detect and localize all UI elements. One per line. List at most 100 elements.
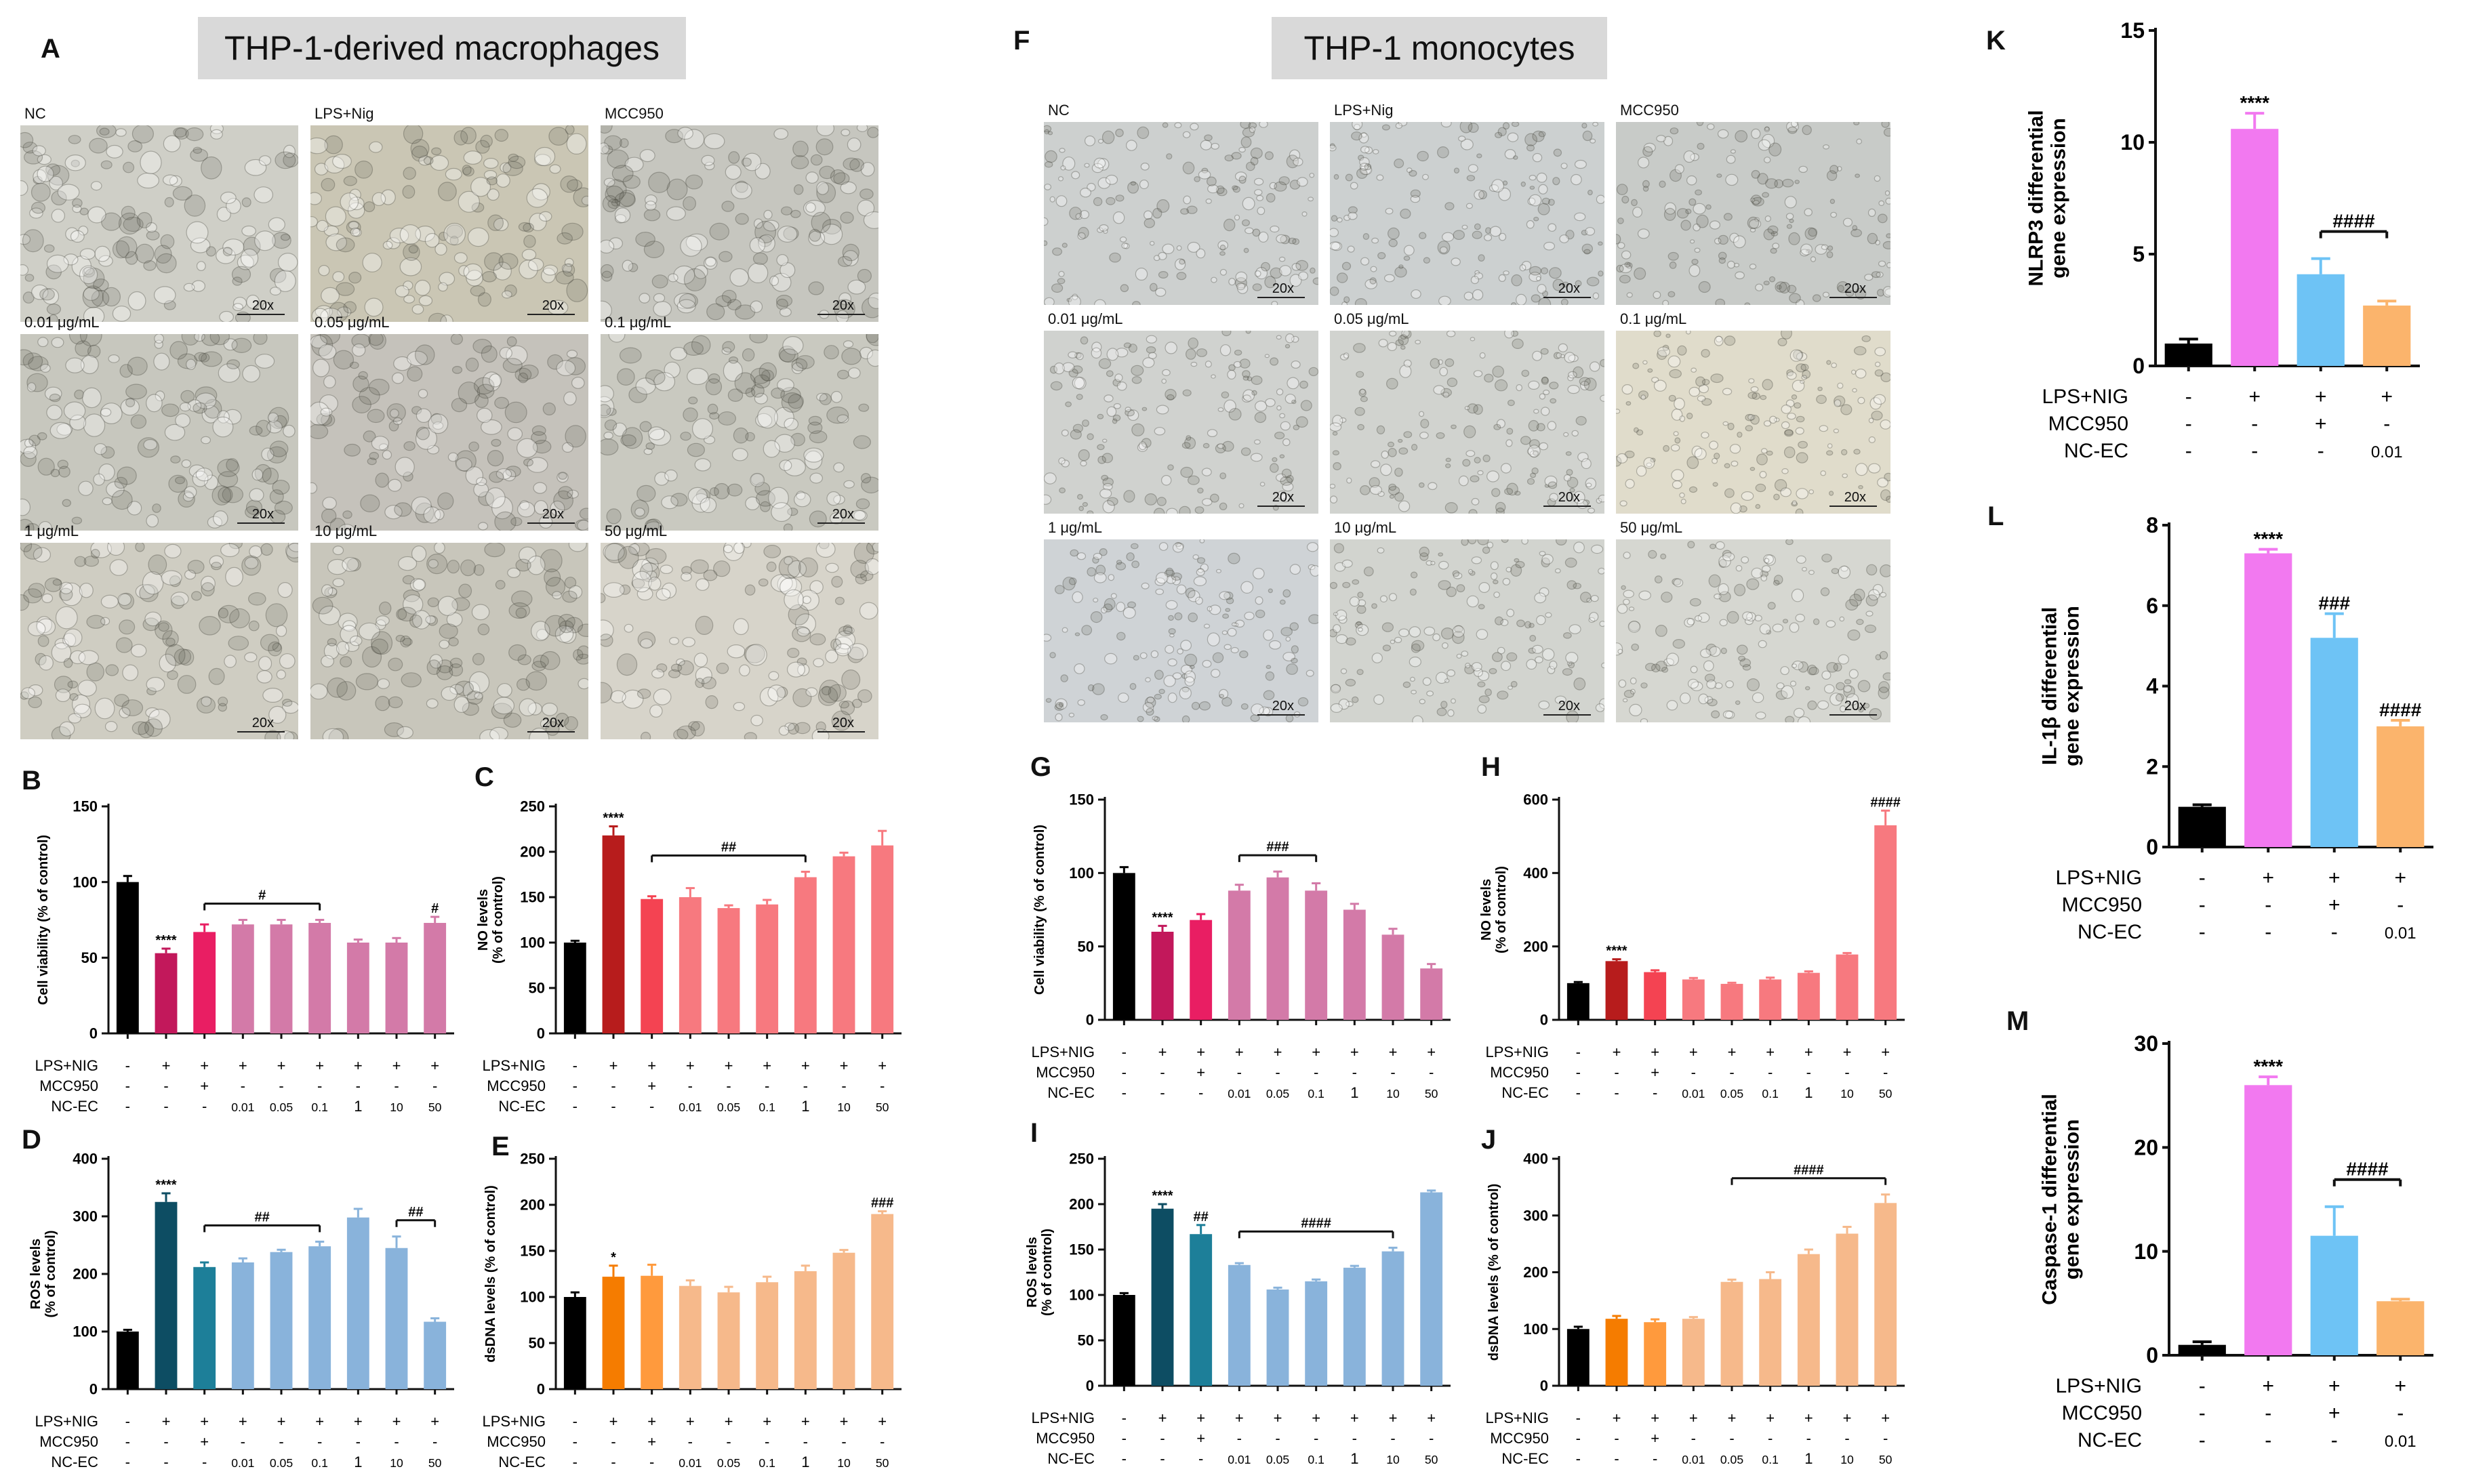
condition-cell: - (1576, 1450, 1581, 1467)
y-axis-label-line: (% of control) (1494, 866, 1509, 953)
condition-cell: - (394, 1077, 399, 1094)
magnification-label: 20x (251, 507, 274, 522)
scale-bar (817, 522, 865, 524)
condition-cell: - (1576, 1409, 1581, 1426)
condition-cell: - (1576, 1084, 1581, 1101)
bar (1720, 1281, 1743, 1386)
y-tick-label: 150 (1069, 791, 1094, 808)
condition-cell: + (1728, 1409, 1737, 1426)
condition-cell: - (726, 1077, 731, 1094)
bar (2296, 274, 2345, 366)
micrograph-image: 20x (1330, 331, 1604, 514)
condition-cell: - (1691, 1064, 1696, 1081)
y-axis-label-line: (% of control) (1040, 1229, 1055, 1316)
banner-monocytes: THP-1 monocytes (1272, 17, 1607, 79)
condition-cell: - (1160, 1430, 1165, 1447)
condition-cell: - (1122, 1044, 1127, 1060)
bar (116, 1332, 139, 1389)
bar (871, 1214, 894, 1389)
condition-cell: + (315, 1413, 324, 1430)
bar (346, 1217, 369, 1389)
y-axis-label-line: ROS levels (1025, 1237, 1040, 1308)
condition-cell: - (2265, 1402, 2271, 1424)
condition-cell: - (1275, 1430, 1280, 1447)
condition-cell: - (688, 1077, 693, 1094)
condition-cell: + (725, 1057, 733, 1074)
y-tick-label: 20 (2134, 1136, 2158, 1160)
bar (1682, 1319, 1705, 1386)
condition-row-label: LPS+NIG (2055, 1375, 2142, 1397)
condition-cell: - (573, 1433, 578, 1450)
micrograph-label: 10 μg/mL (315, 522, 378, 539)
y-axis-label: NLRP3 differentialgene expression (2025, 110, 2070, 286)
y-axis-label-line: (% of control) (491, 876, 506, 964)
condition-cell: + (1651, 1409, 1659, 1426)
condition-cell: - (803, 1433, 808, 1450)
panel-letter-a: A (41, 34, 60, 64)
bar (756, 904, 779, 1033)
bar (1305, 890, 1328, 1020)
condition-cell: + (239, 1057, 247, 1074)
condition-cell: 0.05 (1266, 1453, 1289, 1466)
condition-cell: 0.01 (679, 1100, 702, 1114)
bar (1190, 1234, 1213, 1386)
y-tick-label: 0 (537, 1025, 545, 1042)
condition-cell: - (202, 1098, 207, 1115)
condition-row-label: MCC950 (2062, 894, 2142, 916)
condition-cell: - (1729, 1064, 1734, 1081)
condition-cell: + (1158, 1044, 1167, 1060)
condition-row-label: MCC950 (487, 1433, 546, 1450)
bar (385, 943, 408, 1033)
panel-letter-e: E (491, 1132, 510, 1161)
y-tick-label: 100 (520, 1289, 545, 1306)
y-tick-label: 200 (73, 1266, 98, 1283)
scale-bar (527, 314, 575, 315)
condition-cell: - (1614, 1430, 1619, 1447)
condition-cell: - (1198, 1084, 1203, 1101)
y-tick-label: 250 (520, 1151, 545, 1168)
y-tick-label: 100 (1069, 865, 1094, 882)
condition-cell: + (1728, 1044, 1737, 1060)
condition-cell: + (647, 1077, 656, 1094)
magnification-label: 20x (542, 716, 564, 730)
micrograph-label: 1 μg/mL (24, 522, 79, 539)
bar (563, 1297, 586, 1389)
significance-label: # (431, 901, 439, 916)
condition-cell: 10 (1840, 1087, 1854, 1100)
condition-cell: + (647, 1433, 656, 1450)
y-axis-label-line: dsDNA levels (% of control) (483, 1185, 498, 1363)
condition-cell: + (2262, 867, 2274, 889)
condition-cell: + (239, 1413, 247, 1430)
condition-cell: - (1576, 1044, 1581, 1060)
condition-cell: + (609, 1413, 618, 1430)
condition-row-label: NC-EC (498, 1098, 546, 1115)
bar (1381, 1251, 1404, 1386)
condition-cell: + (277, 1057, 286, 1074)
condition-row-label: MCC950 (1036, 1430, 1095, 1447)
y-tick-label: 6 (2146, 594, 2158, 618)
bar (1266, 1289, 1289, 1386)
condition-cell: - (356, 1433, 361, 1450)
significance-label: ### (2318, 593, 2350, 614)
condition-cell: + (200, 1433, 209, 1450)
condition-cell: - (1314, 1064, 1318, 1081)
condition-cell: - (125, 1454, 130, 1470)
condition-cell: - (1768, 1430, 1773, 1447)
y-tick-label: 300 (1523, 1207, 1548, 1224)
condition-cell: - (1576, 1064, 1581, 1081)
bar (346, 943, 369, 1033)
micrograph-label: 0.05 μg/mL (1334, 310, 1409, 327)
bar (794, 1271, 817, 1389)
scale-bar (1829, 297, 1877, 298)
bar (602, 1277, 625, 1389)
y-tick-label: 150 (1069, 1241, 1094, 1258)
y-tick-label: 0 (1086, 1012, 1094, 1029)
bar (2178, 1344, 2226, 1355)
scale-bar (1257, 506, 1305, 507)
condition-cell: - (1390, 1064, 1395, 1081)
condition-cell: - (1883, 1430, 1888, 1447)
magnification-label: 20x (832, 298, 854, 313)
condition-cell: 0.01 (679, 1456, 702, 1470)
condition-cell: 0.05 (717, 1456, 740, 1470)
condition-cell: - (573, 1077, 578, 1094)
